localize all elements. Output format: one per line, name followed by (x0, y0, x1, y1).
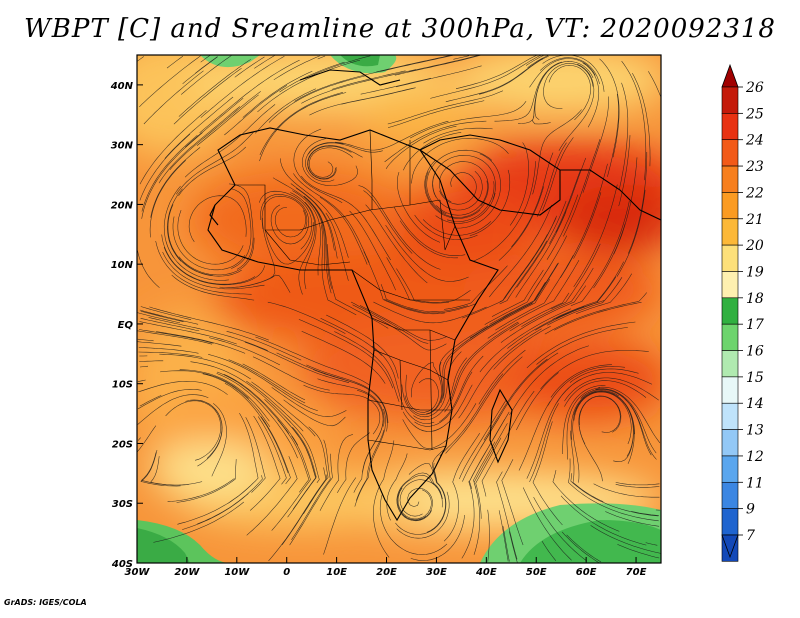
colorbar-label: 19 (746, 264, 764, 280)
colorbar-label: 26 (745, 80, 764, 96)
colorbar-segment (721, 350, 739, 378)
colorbar-segment (721, 244, 739, 272)
colorbar-label: 20 (745, 238, 764, 254)
colorbar-segment (721, 271, 739, 299)
lon-tick-label: 20E (376, 567, 397, 578)
colorbar-bottom-arrow (721, 534, 739, 559)
longitude-axis: 30W 20W 10W 0 10E 20E 30E 40E 50E 60E 70E (125, 557, 647, 578)
colorbar-label: 13 (746, 423, 764, 439)
colorbar-top-arrow (721, 63, 739, 88)
lon-tick-label: 30E (426, 567, 447, 578)
lon-tick-label: 30W (125, 567, 151, 578)
colorbar-segment (721, 508, 739, 536)
colorbar: 26 25 24 23 22 21 20 19 18 17 16 15 14 13 12 11 9 7 (721, 63, 764, 562)
colorbar-label: 12 (746, 449, 764, 465)
colorbar-segment (721, 297, 739, 325)
colorbar-label: 18 (746, 291, 764, 307)
colorbar-label: 25 (745, 106, 764, 122)
lat-tick-label: 30S (112, 499, 133, 510)
colorbar-label: 9 (746, 502, 755, 518)
lon-tick-label: 10E (326, 567, 347, 578)
colorbar-segment (721, 455, 739, 483)
colorbar-segment (721, 139, 739, 167)
lon-tick-label: 70E (626, 567, 647, 578)
colorbar-label: 22 (745, 185, 764, 201)
lat-tick-label: EQ (118, 320, 134, 331)
lon-tick-label: 20W (174, 567, 200, 578)
borders (235, 129, 470, 451)
colorbar-segment (721, 218, 739, 246)
colorbar-segment (721, 165, 739, 193)
lon-tick-label: 10W (224, 567, 250, 578)
plot-frame (136, 54, 662, 564)
lat-tick-label: 40S (111, 559, 133, 570)
colorbar-label: 24 (745, 133, 764, 149)
colorbar-segment (721, 192, 739, 220)
lat-tick-label: 10N (111, 260, 134, 271)
colorbar-label: 14 (746, 396, 764, 412)
lat-tick-label: 40N (110, 81, 134, 92)
colorbar-segment (721, 323, 739, 351)
colorbar-label: 15 (746, 370, 764, 386)
colorbar-segment (721, 402, 739, 430)
coastlines (207, 69, 661, 522)
latitude-axis: 40S 30S 20S 10S EQ 10N 20N 30N 40N (110, 81, 143, 570)
colorbar-label: 17 (746, 317, 764, 333)
streamlines (137, 55, 661, 563)
lon-tick-label: 50E (526, 567, 547, 578)
lat-tick-label: 30N (111, 141, 134, 152)
colorbar-label: 23 (745, 159, 764, 175)
colorbar-label: 11 (746, 475, 764, 491)
colorbar-segment (721, 429, 739, 457)
page-title: WBPT [C] and Sreamline at 300hPa, VT: 20… (24, 14, 776, 44)
colorbar-segment (721, 481, 739, 509)
credit-text: GrADS: IGES/COLA (4, 598, 87, 607)
lat-tick-label: 10S (112, 380, 133, 391)
lat-tick-label: 20S (112, 439, 133, 450)
colorbar-segment (721, 113, 739, 141)
colorbar-segment (721, 376, 739, 404)
colorbar-label: 21 (745, 212, 764, 228)
lat-tick-label: 20N (111, 200, 134, 211)
wbpt-field (137, 55, 661, 563)
lon-tick-label: 0 (283, 567, 290, 578)
colorbar-label: 16 (746, 344, 764, 360)
lon-tick-label: 60E (576, 567, 597, 578)
lon-tick-label: 40E (475, 567, 497, 578)
colorbar-label: 7 (746, 528, 755, 544)
colorbar-segment (721, 86, 739, 114)
